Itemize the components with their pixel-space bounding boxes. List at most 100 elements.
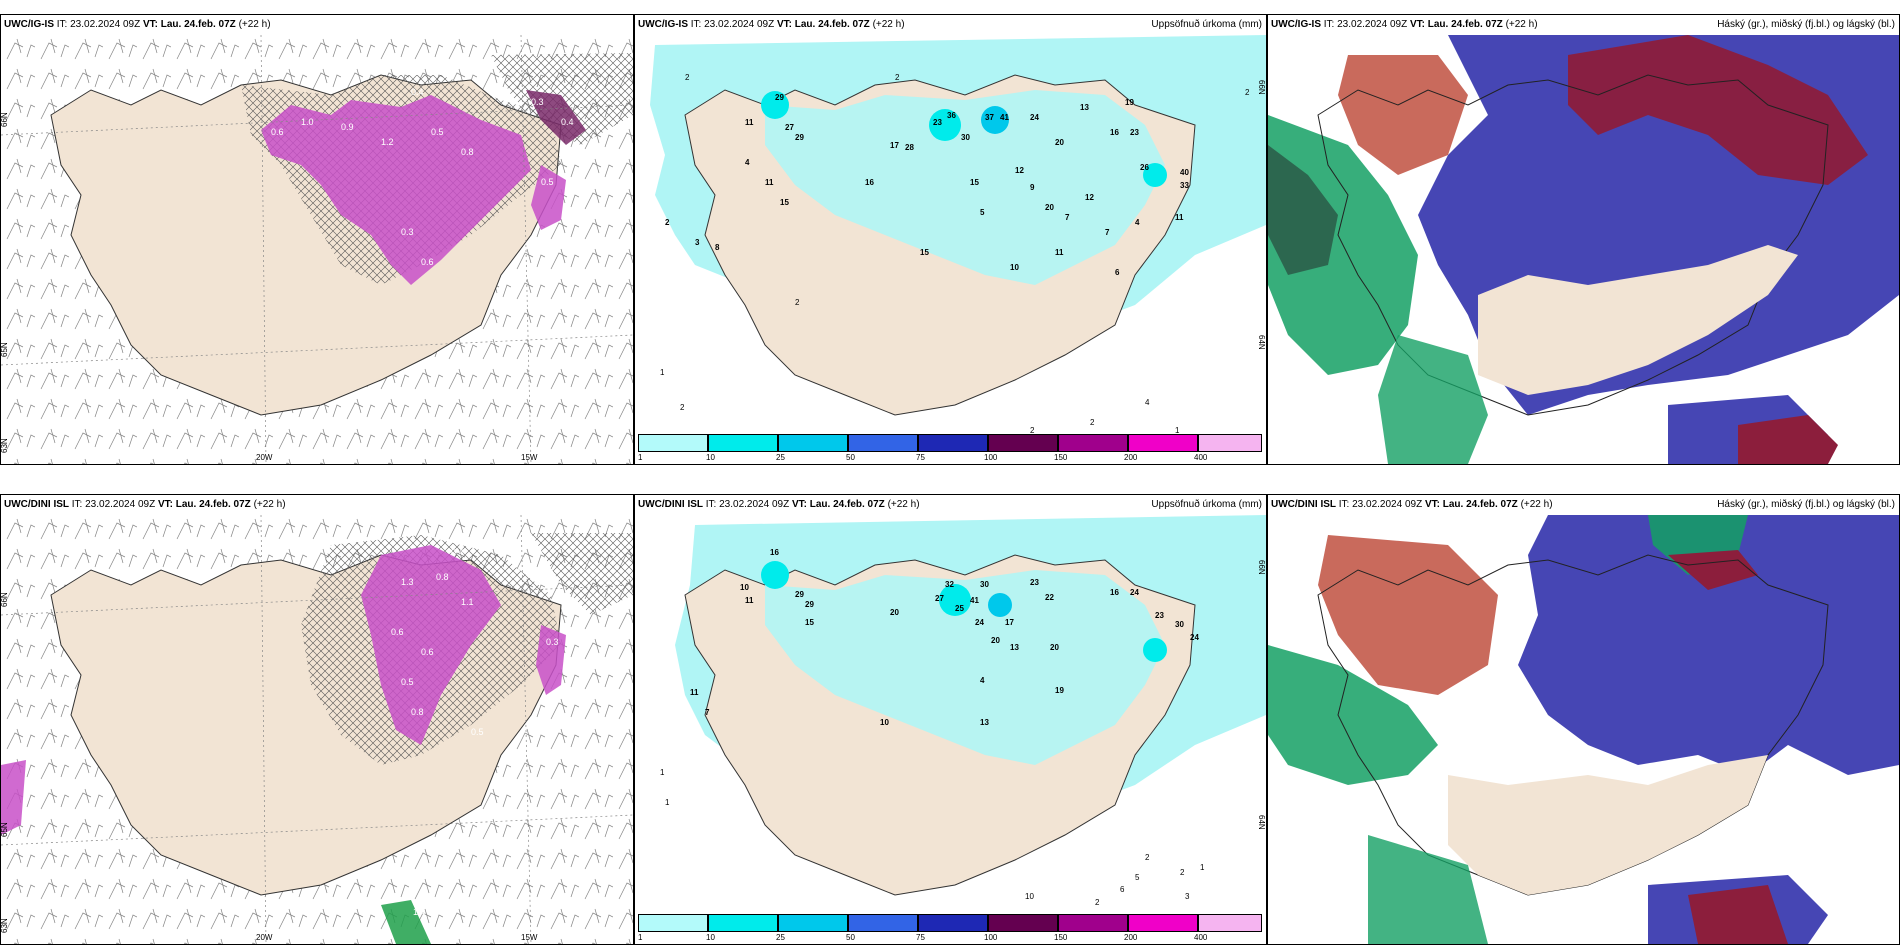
colorbar-label: 400 [1194, 933, 1208, 942]
value-label: 23 [933, 118, 942, 127]
it-label: IT: [690, 19, 702, 30]
vt-label: VT: [776, 19, 792, 30]
lead-time: (+22 h) [1505, 19, 1538, 30]
lon-label: 20W [256, 933, 273, 942]
colorbar-label: 75 [916, 453, 925, 462]
value-label: 20 [890, 608, 899, 617]
value-label: 1.4 [413, 907, 426, 917]
panel-header: UWC/DINI ISL IT: 23.02.2024 09Z VT: Lau.… [635, 495, 1266, 515]
value-label: 11 [745, 596, 754, 605]
land-clear [1448, 755, 1768, 895]
colorbar-swatch [848, 434, 918, 452]
colorbar-label: 25 [776, 933, 785, 942]
panel-igis-precip: UWC/IG-IS IT: 23.02.2024 09Z VT: Lau. 24… [634, 14, 1267, 465]
value-label: 29 [805, 600, 814, 609]
value-label: 4 [1135, 218, 1140, 227]
low-cloud-south [1368, 835, 1488, 944]
value-label: 7 [705, 708, 710, 717]
value-label: 4 [980, 676, 985, 685]
cloud-map [1268, 35, 1899, 464]
value-label: 37 [985, 113, 994, 122]
valid-time: Lau. 24.feb. 07Z [794, 19, 870, 30]
wind-map: 66N 65N 63N 20W 15W 0.4 1.3 0.6 0.5 0.8 … [1, 515, 633, 944]
valid-time: Lau. 24.feb. 07Z [1427, 19, 1503, 30]
model-name: UWC/IG-IS [638, 19, 688, 30]
value-label: 24 [975, 618, 984, 627]
value-label: 2 [1030, 426, 1035, 435]
it-label: IT: [1323, 19, 1335, 30]
hatched-area-ne [531, 533, 633, 615]
value-label: 3 [695, 238, 700, 247]
value-label: 13 [1080, 103, 1089, 112]
colorbar-label: 100 [984, 453, 998, 462]
value-label: 0.6 [271, 127, 284, 137]
value-label: 20 [991, 636, 1000, 645]
model-name: UWC/DINI ISL [638, 499, 703, 510]
precip-inland [765, 90, 1165, 285]
lat-label: 64N [1257, 335, 1266, 350]
value-label: 0.5 [541, 177, 554, 187]
value-label: 24 [1030, 113, 1039, 122]
value-label: 29 [795, 133, 804, 142]
vt-label: VT: [1424, 499, 1440, 510]
graticule [260, 35, 267, 464]
lat-label: 63N [1, 918, 9, 933]
value-label: 36 [947, 111, 956, 120]
value-label: 2 [1245, 88, 1250, 97]
value-label: 20 [1050, 643, 1059, 652]
value-label: 5 [980, 208, 985, 217]
colorbar-legend: 1 10 25 50 75 100 150 200 400 [638, 434, 1262, 462]
high-cloud-south [1688, 885, 1788, 944]
value-label: 7 [1105, 228, 1110, 237]
value-label: 1.2 [381, 137, 394, 147]
colorbar-swatch [1058, 914, 1128, 932]
value-label: 10 [880, 718, 889, 727]
colorbar-swatch [1058, 434, 1128, 452]
vt-label: VT: [1409, 19, 1425, 30]
lat-label: 63N [1, 438, 9, 453]
value-label: 4 [1145, 398, 1150, 407]
precip-blob [261, 95, 531, 285]
value-label: 32 [945, 580, 954, 589]
value-label: 2 [1145, 853, 1150, 862]
lat-label: 64N [1257, 815, 1266, 830]
value-label: 15 [920, 248, 929, 257]
value-label: 2 [795, 298, 800, 307]
graticule [1, 334, 633, 366]
lat-label: 65N [1, 342, 9, 357]
value-label: 28 [905, 143, 914, 152]
value-label: 24 [1130, 588, 1139, 597]
value-label: 11 [1055, 248, 1064, 257]
lead-time: (+22 h) [887, 499, 920, 510]
panel-dini-precip: UWC/DINI ISL IT: 23.02.2024 09Z VT: Lau.… [634, 494, 1267, 945]
value-label: 6 [1115, 268, 1120, 277]
init-time: 23.02.2024 09Z [1352, 499, 1423, 510]
value-label: 10 [740, 583, 749, 592]
init-time: 23.02.2024 09Z [704, 19, 775, 30]
colorbar-label: 1 [638, 933, 643, 942]
precip-cell [761, 91, 789, 119]
valid-time: Lau. 24.feb. 07Z [160, 19, 236, 30]
value-label: 29 [775, 93, 784, 102]
value-label: 0.6 [421, 647, 434, 657]
colorbar-label: 25 [776, 453, 785, 462]
lon-label: 15W [521, 933, 538, 942]
value-label: 2 [665, 218, 670, 227]
map-title: Háský (gr.), miðský (fj.bl.) og lágský (… [1717, 499, 1895, 510]
high-cloud-nw [1338, 55, 1468, 175]
value-label: 7 [1065, 213, 1070, 222]
colorbar-label: 100 [984, 933, 998, 942]
value-label: 10 [1010, 263, 1019, 272]
value-label: 1 [1200, 863, 1205, 872]
colorbar-swatch [708, 914, 778, 932]
precip-cell [761, 561, 789, 589]
graticule [520, 515, 532, 944]
it-label: IT: [56, 19, 68, 30]
precip-cell [988, 593, 1012, 617]
value-label: 20 [1055, 138, 1064, 147]
colorbar-swatch [708, 434, 778, 452]
it-label: IT: [705, 499, 717, 510]
value-label: 0.6 [391, 627, 404, 637]
value-label: 22 [1045, 593, 1054, 602]
init-time: 23.02.2024 09Z [70, 19, 141, 30]
